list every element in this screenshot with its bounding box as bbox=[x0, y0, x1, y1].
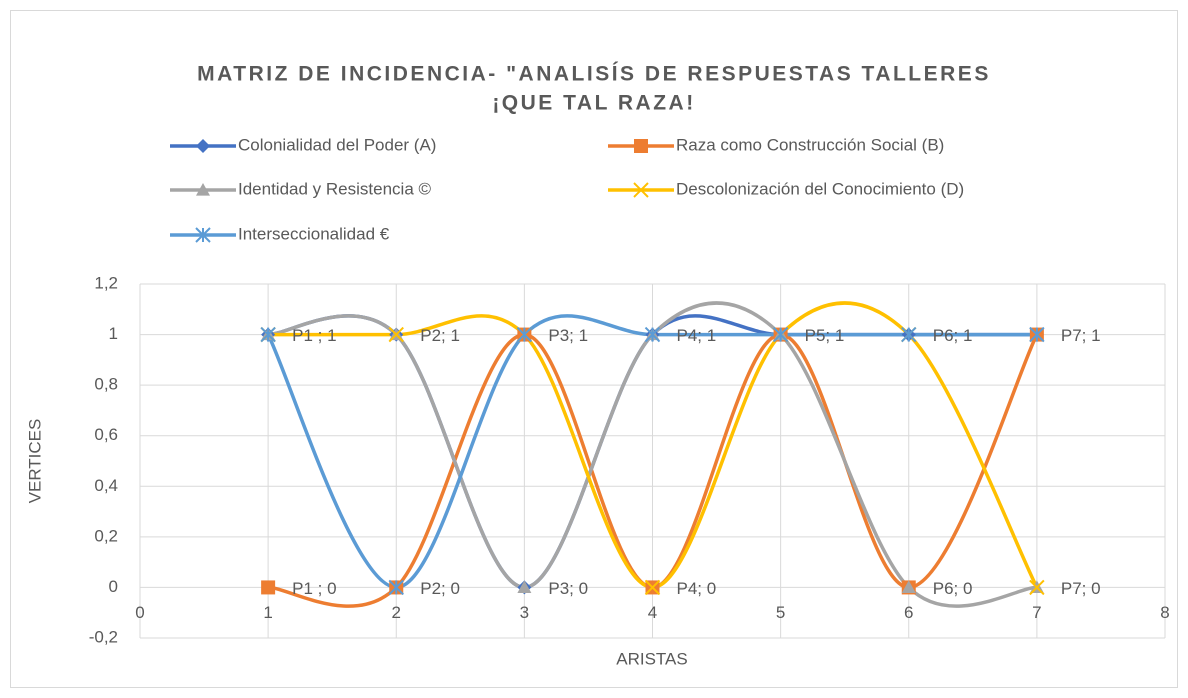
marker bbox=[196, 183, 210, 196]
y-tick-label: 1 bbox=[109, 324, 118, 343]
data-label: P6; 0 bbox=[933, 579, 973, 598]
y-tick-label: 0,8 bbox=[94, 375, 118, 394]
marker bbox=[1029, 579, 1045, 596]
legend-label: Raza como Construcción Social (B) bbox=[676, 135, 944, 154]
marker bbox=[388, 326, 404, 343]
data-label: P6; 1 bbox=[933, 326, 973, 345]
marker bbox=[901, 580, 916, 594]
data-label: P1 ; 1 bbox=[292, 326, 336, 345]
data-label: P7; 1 bbox=[1061, 326, 1101, 345]
marker bbox=[388, 579, 404, 596]
x-tick-label: 4 bbox=[648, 603, 657, 622]
marker bbox=[260, 326, 276, 343]
x-tick-label: 2 bbox=[392, 603, 401, 622]
x-tick-label: 0 bbox=[135, 603, 144, 622]
x-axis-label: ARISTAS bbox=[616, 649, 687, 668]
marker bbox=[1029, 326, 1045, 343]
x-tick-label: 1 bbox=[263, 603, 272, 622]
chart-title: MATRIZ DE INCIDENCIA- "ANALISÍS DE RESPU… bbox=[197, 63, 991, 86]
marker bbox=[633, 182, 649, 198]
legend-label: Interseccionalidad € bbox=[238, 224, 390, 243]
marker bbox=[196, 139, 210, 153]
marker bbox=[634, 139, 648, 153]
x-tick-label: 3 bbox=[520, 603, 529, 622]
data-label: P1 ; 0 bbox=[292, 579, 336, 598]
marker bbox=[644, 326, 661, 343]
marker bbox=[195, 227, 211, 243]
legend-label: Descolonización del Conocimiento (D) bbox=[676, 179, 964, 198]
marker bbox=[516, 326, 533, 343]
data-label: P2; 0 bbox=[420, 579, 460, 598]
marker bbox=[772, 326, 789, 343]
series-line bbox=[266, 301, 1039, 608]
series-line bbox=[266, 314, 1039, 590]
y-tick-label: 1,2 bbox=[94, 273, 118, 292]
y-tick-label: 0,4 bbox=[94, 476, 118, 495]
marker bbox=[517, 580, 532, 594]
y-axis-label: VERTICES bbox=[25, 419, 44, 504]
y-tick-label: 0,6 bbox=[94, 425, 118, 444]
data-label: P7; 0 bbox=[1061, 579, 1101, 598]
data-label: P4; 1 bbox=[677, 326, 717, 345]
marker bbox=[644, 579, 661, 596]
marker bbox=[901, 326, 917, 343]
data-label: P4; 0 bbox=[677, 579, 717, 598]
x-tick-label: 7 bbox=[1032, 603, 1041, 622]
x-tick-label: 5 bbox=[776, 603, 785, 622]
y-tick-label: 0 bbox=[109, 577, 118, 596]
y-tick-label: -0,2 bbox=[89, 627, 118, 646]
chart-border bbox=[10, 10, 1178, 688]
data-label: P2; 1 bbox=[420, 326, 460, 345]
x-tick-label: 6 bbox=[904, 603, 913, 622]
chart-title: ¡QUE TAL RAZA! bbox=[492, 92, 695, 115]
data-label: P3; 1 bbox=[548, 326, 588, 345]
marker bbox=[261, 580, 276, 595]
legend-label: Identidad y Resistencia © bbox=[238, 179, 431, 198]
x-tick-label: 8 bbox=[1160, 603, 1169, 622]
data-label: P5; 1 bbox=[805, 326, 845, 345]
data-label: P3; 0 bbox=[548, 579, 588, 598]
y-tick-label: 0,2 bbox=[94, 526, 118, 545]
legend-label: Colonialidad del Poder (A) bbox=[238, 135, 436, 154]
